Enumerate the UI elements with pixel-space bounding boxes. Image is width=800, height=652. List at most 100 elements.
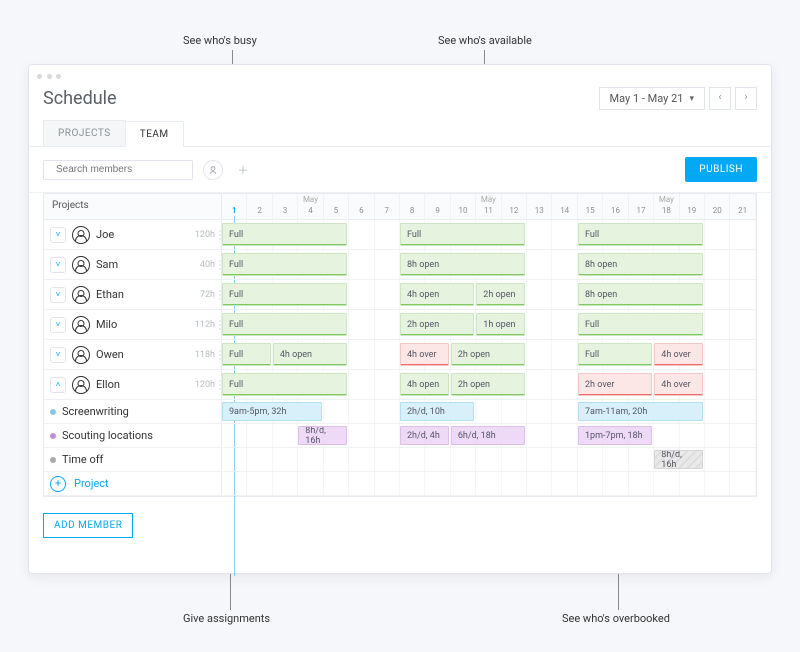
person-lane[interactable]: Full 2h open1h open Full	[222, 310, 756, 339]
workload-block[interactable]: 2h open	[451, 373, 525, 396]
date-range-label: May 1 - May 21	[610, 92, 684, 105]
workload-block[interactable]: 1h open	[476, 313, 525, 336]
filter-button[interactable]	[203, 160, 223, 180]
workload-block[interactable]: 8h open	[578, 283, 703, 306]
expand-toggle[interactable]: ˅	[50, 287, 66, 303]
workload-block[interactable]: Full	[578, 223, 703, 246]
person-hours: 120h	[195, 380, 215, 390]
person-lane[interactable]: Full 4h open2h open 8h open	[222, 280, 756, 309]
person-hours: 118h	[195, 350, 215, 360]
page-title: Schedule	[43, 88, 117, 109]
task-block[interactable]: 6h/d, 18h	[451, 426, 525, 445]
prev-button[interactable]: ‹	[709, 87, 731, 110]
person-row: ˅ Milo 112h Full 2h open1h open Full	[44, 310, 756, 340]
task-block[interactable]: 8h/d, 16h	[298, 426, 347, 445]
titlebar	[29, 65, 771, 79]
workload-block[interactable]: 4h open	[400, 373, 449, 396]
day-header: 9	[425, 194, 450, 219]
person-name: Milo	[96, 318, 117, 331]
person-hours: 40h	[200, 260, 215, 270]
task-block[interactable]: 2h/d, 10h	[400, 402, 474, 421]
workload-block[interactable]: Full	[222, 283, 347, 306]
avatar-icon	[72, 226, 90, 244]
callout-assignments: Give assignments	[183, 612, 270, 625]
expand-toggle[interactable]: ˅	[50, 347, 66, 363]
workload-block[interactable]: Full	[222, 373, 347, 396]
day-header: 15	[578, 194, 603, 219]
add-member-button[interactable]: ADD MEMBER	[43, 513, 133, 538]
add-column-button[interactable]: ＋	[233, 160, 253, 180]
task-lane[interactable]: 8h/d, 16h 2h/d, 4h6h/d, 18h 1pm-7pm, 18h	[222, 424, 756, 447]
person-lane[interactable]: Full 4h open2h open 2h over4h over	[222, 370, 756, 399]
task-block[interactable]: 1pm-7pm, 18h	[578, 426, 652, 445]
callout-overbooked: See who's overbooked	[562, 612, 670, 625]
search-input[interactable]	[43, 160, 193, 180]
workload-block[interactable]: Full	[400, 223, 525, 246]
publish-button[interactable]: PUBLISH	[685, 157, 757, 182]
task-block[interactable]: 7am-11am, 20h	[578, 402, 703, 421]
task-lane[interactable]: 8h/d, 16h	[222, 448, 756, 471]
person-lane[interactable]: Full4h open4h over2h openFull4h over	[222, 340, 756, 369]
workload-block[interactable]: 4h over	[654, 373, 703, 396]
person-hours: 112h	[195, 320, 215, 330]
day-header: 2	[247, 194, 272, 219]
person-hours: 72h	[200, 290, 215, 300]
task-row: Screenwriting 9am-5pm, 32h 2h/d, 10h 7am-11…	[44, 400, 756, 424]
expand-toggle[interactable]: ˅	[50, 317, 66, 333]
workload-block[interactable]: 4h over	[654, 343, 703, 366]
day-header: 12	[502, 194, 527, 219]
task-row: Scouting locations8h/d, 16h2h/d, 4h6h/d,…	[44, 424, 756, 448]
task-bullet-icon	[50, 409, 56, 415]
expand-toggle[interactable]: ˅	[50, 227, 66, 243]
workload-block[interactable]: 4h open	[400, 283, 474, 306]
workload-block[interactable]: 2h open	[451, 343, 525, 366]
task-lane[interactable]: 9am-5pm, 32h 2h/d, 10h 7am-11am, 20h	[222, 400, 756, 423]
workload-block[interactable]: 8h open	[400, 253, 525, 276]
schedule-grid: Projects 123May45678910May11121314151617…	[43, 193, 757, 497]
date-range-picker[interactable]: May 1 - May 21 ▾	[599, 87, 705, 110]
workload-block[interactable]: Full	[578, 343, 652, 366]
workload-block[interactable]: Full	[578, 313, 703, 336]
day-header: May11	[476, 194, 501, 219]
task-block[interactable]: 2h/d, 4h	[400, 426, 449, 445]
workload-block[interactable]: 2h open	[400, 313, 474, 336]
person-reset-icon	[207, 164, 219, 176]
person-name: Sam	[96, 258, 118, 271]
avatar-icon	[72, 286, 90, 304]
add-project-row[interactable]: +Project	[44, 472, 756, 496]
workload-block[interactable]: 4h open	[273, 343, 347, 366]
day-header: 1	[222, 194, 247, 219]
person-row: ˅ Sam 40h Full 8h open 8h open	[44, 250, 756, 280]
person-row: ˅Owen118hFull4h open4h over2h openFull4h…	[44, 340, 756, 370]
workload-block[interactable]: 8h open	[578, 253, 703, 276]
task-block[interactable]: 8h/d, 16h	[654, 450, 703, 469]
task-bullet-icon	[50, 457, 56, 463]
task-block[interactable]: 9am-5pm, 32h	[222, 402, 322, 421]
next-button[interactable]: ›	[735, 87, 757, 110]
person-lane[interactable]: Full 8h open 8h open	[222, 250, 756, 279]
day-header: 7	[375, 194, 400, 219]
workload-block[interactable]: Full	[222, 313, 347, 336]
day-header: 13	[527, 194, 552, 219]
person-lane[interactable]: Full Full Full	[222, 220, 756, 249]
workload-block[interactable]: 2h over	[578, 373, 652, 396]
side-header: Projects	[44, 194, 222, 219]
workload-block[interactable]: Full	[222, 223, 347, 246]
day-header: 10	[451, 194, 476, 219]
task-name: Screenwriting	[62, 405, 129, 418]
workload-block[interactable]: 4h over	[400, 343, 449, 366]
workload-block[interactable]: Full	[222, 253, 347, 276]
traffic-dot	[37, 74, 42, 79]
search-field[interactable]	[56, 164, 188, 175]
workload-block[interactable]: Full	[222, 343, 271, 366]
expand-toggle[interactable]: ˄	[50, 377, 66, 393]
day-header: 17	[629, 194, 654, 219]
workload-block[interactable]: 2h open	[476, 283, 525, 306]
tab-team[interactable]: TEAM	[125, 121, 184, 147]
expand-toggle[interactable]: ˅	[50, 257, 66, 273]
tab-projects[interactable]: PROJECTS	[43, 120, 126, 146]
day-header: 6	[349, 194, 374, 219]
day-header: 5	[324, 194, 349, 219]
task-bullet-icon	[50, 433, 56, 439]
day-header: 19	[680, 194, 705, 219]
